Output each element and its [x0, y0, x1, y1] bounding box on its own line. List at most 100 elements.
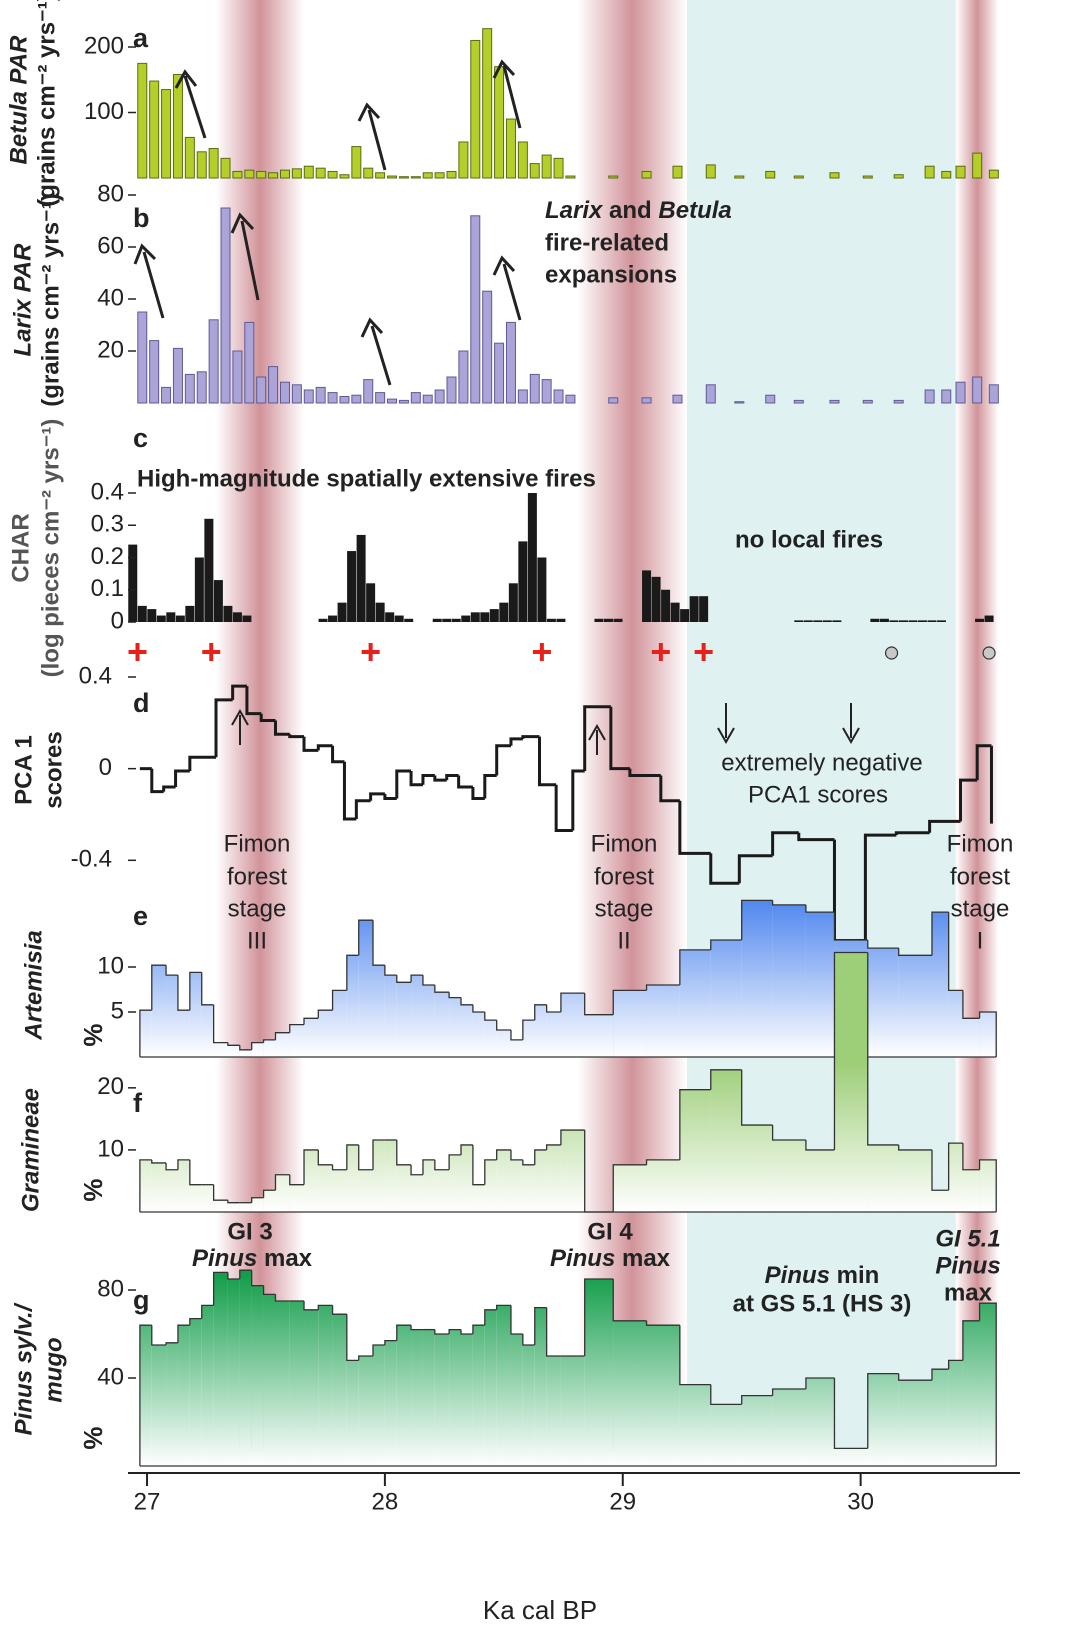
area-outline [384, 965, 397, 976]
area-outline [484, 1159, 497, 1185]
arrow [842, 703, 860, 745]
area-outline [358, 1144, 374, 1171]
bar [705, 384, 716, 404]
area-step [411, 975, 423, 1057]
area-step [396, 982, 412, 1057]
area-outline [484, 1309, 497, 1326]
bar [608, 175, 619, 179]
bar [984, 615, 994, 622]
note: Pinus max [550, 1245, 671, 1272]
bar [565, 175, 576, 179]
area-step [151, 1345, 167, 1466]
area-step [510, 1334, 523, 1466]
bar [220, 207, 231, 404]
area-outline [151, 964, 167, 1011]
area-outline [833, 912, 868, 941]
y-tick-label: 0 [99, 754, 112, 781]
bar [404, 618, 414, 622]
area-step [679, 949, 711, 1057]
area-step [449, 997, 462, 1057]
area-outline [227, 1042, 240, 1046]
area-step [931, 1369, 949, 1466]
area-step [251, 1197, 264, 1212]
area-outline [741, 1069, 773, 1126]
bar [385, 612, 395, 622]
bar [375, 602, 385, 622]
area-outline [545, 1307, 561, 1357]
area-step [522, 1164, 535, 1212]
area-step [962, 1320, 980, 1466]
bar [458, 350, 469, 404]
bar [988, 169, 999, 179]
fire-marker [651, 643, 670, 661]
area-step [373, 965, 385, 1057]
bar [699, 596, 709, 622]
area-step [227, 1202, 240, 1212]
bar [470, 39, 481, 179]
step-segment [709, 853, 740, 885]
area-step [496, 1149, 511, 1212]
bar [556, 618, 566, 622]
area-outline [239, 1269, 252, 1279]
area-step [646, 1325, 680, 1466]
area-outline [274, 1174, 290, 1191]
y-tick-label: 0.4 [79, 662, 112, 689]
area-step [166, 1169, 178, 1212]
bar [366, 583, 376, 622]
step-segment [628, 768, 661, 778]
step-segment [369, 792, 385, 801]
area-step [227, 1045, 240, 1057]
bar [185, 605, 195, 622]
note: II [617, 927, 630, 954]
bar [898, 620, 908, 622]
bar [446, 170, 457, 179]
step-segment [483, 774, 497, 799]
note-part: Pinus [192, 1245, 257, 1272]
area-outline [251, 1197, 264, 1203]
area-step [867, 1373, 899, 1466]
bar [794, 620, 804, 622]
bar [458, 141, 469, 179]
area-outline [545, 1144, 561, 1150]
area-outline [472, 1004, 485, 1013]
area-step [560, 1130, 585, 1212]
local-fire-marker [982, 646, 996, 660]
bar [975, 618, 985, 622]
arrow [230, 212, 260, 301]
bar [339, 396, 350, 404]
step-segment [797, 832, 835, 842]
area-step [275, 1174, 290, 1212]
area-outline [496, 1149, 511, 1160]
area-step [834, 1448, 868, 1466]
area-step [213, 1272, 228, 1466]
bar [363, 379, 374, 404]
area-outline [189, 1159, 202, 1186]
y-tick-label: 40 [97, 1363, 124, 1390]
y-tick-label: 80 [97, 180, 124, 207]
step-segment [554, 784, 573, 833]
area-outline [410, 974, 423, 983]
area-outline [372, 1344, 385, 1356]
area-step [318, 1305, 333, 1466]
area-outline [645, 1320, 680, 1326]
bar [927, 620, 937, 622]
step-segment [259, 713, 276, 723]
area-outline [534, 1149, 547, 1165]
area-step [741, 1125, 773, 1212]
area-outline [947, 912, 963, 992]
y-axis-unit: % [78, 1178, 108, 1201]
bar [937, 620, 947, 622]
area-step [396, 1325, 412, 1466]
area-step [251, 1042, 264, 1057]
area-step [948, 990, 963, 1057]
step-segment [737, 854, 773, 884]
area-outline [496, 1304, 511, 1310]
bar [541, 379, 552, 404]
area-outline [410, 1164, 423, 1176]
bar [161, 89, 172, 179]
area-step [979, 1303, 997, 1466]
area-step [772, 1139, 806, 1212]
step-segment [273, 720, 290, 736]
area-outline [139, 1159, 152, 1212]
area-outline [962, 1320, 980, 1361]
